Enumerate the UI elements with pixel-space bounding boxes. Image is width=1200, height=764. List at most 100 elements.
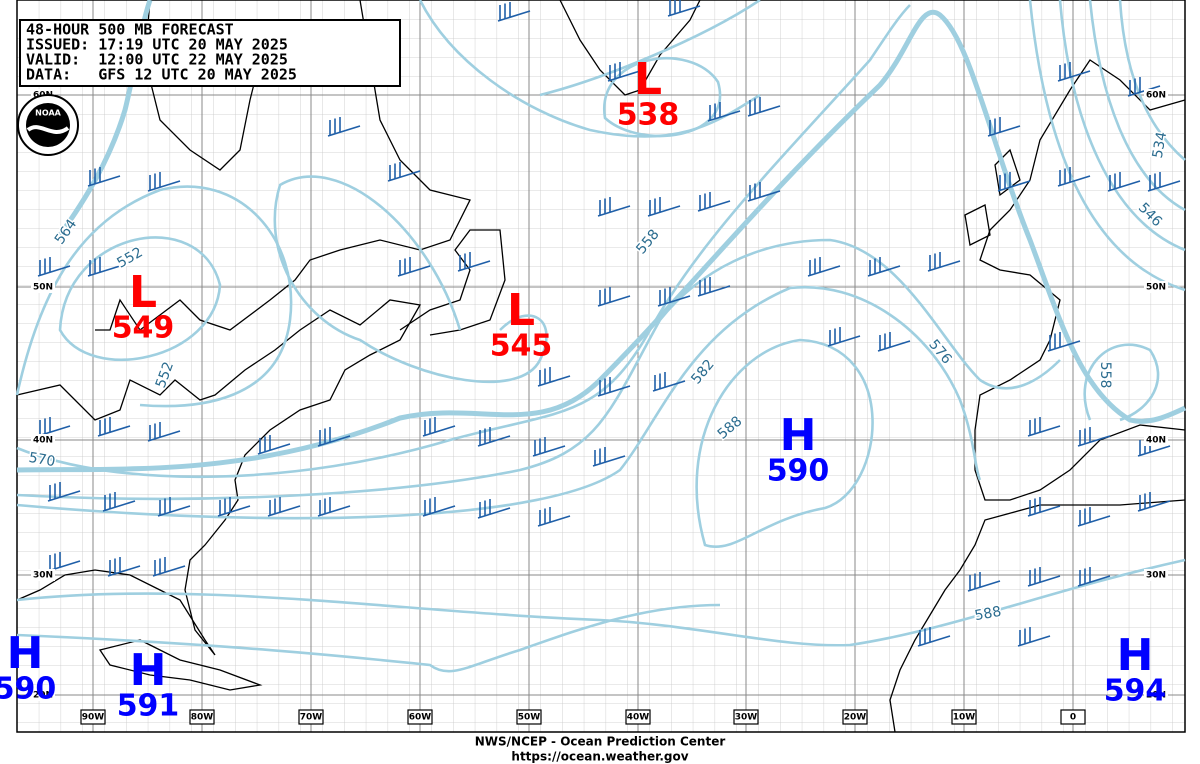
header-line: ISSUED: 17:19 UTC 20 MAY 2025 [26, 36, 288, 54]
barb-staff [1147, 180, 1181, 192]
barb-staff [592, 455, 626, 467]
barb-staff [457, 260, 491, 272]
lon-label: 70W [300, 713, 323, 723]
lon-label: 50W [518, 713, 541, 723]
lat-label: 40N [1146, 436, 1166, 446]
barb-staff [1027, 505, 1061, 517]
lon-label-box [1060, 709, 1086, 725]
lon-label-box [951, 709, 977, 725]
barb-staff [102, 500, 136, 512]
lon-label: 30W [735, 713, 758, 723]
barb-staff [597, 295, 631, 307]
barb-staff [877, 340, 911, 352]
lat-label-box [1144, 89, 1168, 101]
barb-staff [987, 125, 1021, 137]
header-line: VALID: 12:00 UTC 22 MAY 2025 [26, 51, 288, 69]
barb-staff [97, 425, 131, 437]
center-value: 545 [490, 329, 553, 364]
lat-label-box [1144, 434, 1168, 446]
barb-staff [667, 5, 701, 17]
lat-label-box [1144, 569, 1168, 581]
barb-staff [1137, 500, 1171, 512]
labels: 60N60N50N50N40N40N30N30N20N20N90W80W70W6… [0, 54, 1172, 725]
center-letter: H [1117, 630, 1154, 681]
barb-staff [652, 380, 686, 392]
lon-label-box [407, 709, 433, 725]
lat-label-box [31, 281, 55, 293]
barb-staff [867, 265, 901, 277]
lon-label-box [189, 709, 215, 725]
lat-label: 20N [1146, 691, 1166, 701]
lon-label: 60W [409, 713, 432, 723]
lat-label: 50N [33, 283, 53, 293]
center-letter: L [129, 267, 157, 318]
barb-staff [647, 205, 681, 217]
header-line: 48-HOUR 500 MB FORECAST [26, 21, 234, 39]
contour-label: 558 [1097, 362, 1113, 389]
lat-label-box [1144, 689, 1168, 701]
lat-label: 20N [33, 691, 53, 701]
contours [15, 0, 1187, 673]
barb-staff [152, 565, 186, 577]
barb-staff [327, 125, 361, 137]
barb-staff [1077, 515, 1111, 527]
lon-label-box [298, 709, 324, 725]
barb-staff [387, 170, 421, 182]
barb-staff [317, 505, 351, 517]
barb-staff [537, 515, 571, 527]
logo-text: NOAA [35, 109, 61, 118]
barb-staff [147, 430, 181, 442]
barb-staff [807, 265, 841, 277]
barb-staff [397, 265, 431, 277]
contour-label: 588 [973, 604, 1002, 624]
barb-staff [707, 110, 741, 122]
lon-label: 10W [953, 713, 976, 723]
lon-label: 80W [191, 713, 214, 723]
lat-label: 60N [1146, 91, 1166, 101]
barb-staff [747, 190, 781, 202]
barb-staff [47, 490, 81, 502]
center-letter: H [130, 645, 167, 696]
barb-staff [317, 435, 351, 447]
center-value: 590 [767, 454, 830, 489]
contour-label: 570 [27, 450, 56, 470]
center-value: 538 [617, 98, 680, 133]
barb-staff [107, 565, 141, 577]
barb-staff [597, 385, 631, 397]
barb-staff [537, 375, 571, 387]
barb-staff [697, 285, 731, 297]
lat-label: 40N [33, 436, 53, 446]
barb-staff [927, 260, 961, 272]
contour-label: 534 [1150, 130, 1170, 159]
barb-staff [607, 70, 641, 82]
barb-staff [1077, 575, 1111, 587]
center-value: 594 [1104, 674, 1167, 709]
barb-staff [1107, 180, 1141, 192]
wind-barbs [37, 0, 1181, 647]
lat-label-box [31, 434, 55, 446]
barb-staff [477, 507, 511, 519]
barb-staff [477, 435, 511, 447]
header-frame [19, 19, 401, 87]
center-letter: L [634, 54, 662, 105]
barb-staff [1057, 175, 1091, 187]
center-value: 591 [117, 689, 180, 724]
barb-staff [657, 295, 691, 307]
barb-staff [257, 443, 291, 455]
barb-staff [87, 175, 121, 187]
barb-staff [422, 425, 456, 437]
barb-staff [967, 580, 1001, 592]
barb-staff [1077, 435, 1111, 447]
lat-label: 30N [33, 571, 53, 581]
lat-label-box [31, 569, 55, 581]
lat-label: 50N [1146, 283, 1166, 293]
center-value: 590 [0, 672, 56, 707]
barb-staff [827, 335, 861, 347]
barb-staff [532, 445, 566, 457]
lat-label-box [1144, 281, 1168, 293]
barb-staff [917, 635, 951, 647]
barb-staff [1047, 340, 1081, 352]
